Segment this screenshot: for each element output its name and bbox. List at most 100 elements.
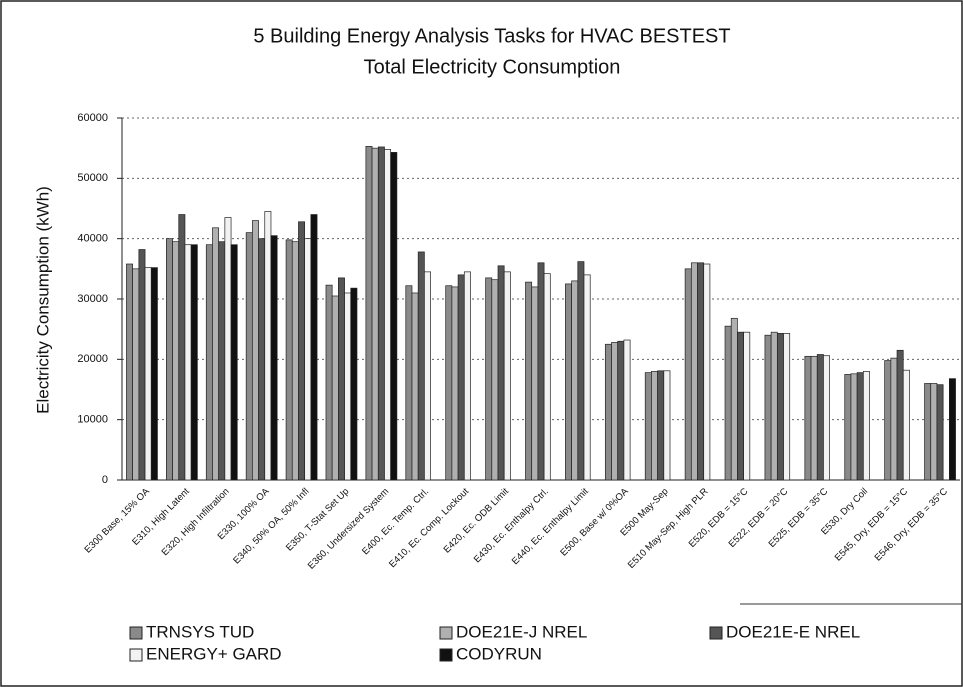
bar <box>823 355 830 481</box>
bar <box>218 241 226 481</box>
y-tick-label: 20000 <box>77 353 108 365</box>
bar <box>724 325 732 481</box>
bar <box>463 271 471 481</box>
y-tick-label: 60000 <box>77 112 108 124</box>
bar <box>285 239 293 481</box>
bar <box>310 214 318 481</box>
bar <box>644 372 652 481</box>
y-tick-label: 40000 <box>77 233 108 245</box>
legend-label: ENERGY+ GARD <box>146 644 282 663</box>
bar <box>371 147 379 481</box>
y-tick-label: 0 <box>102 474 108 486</box>
bar <box>804 355 812 481</box>
bar <box>150 267 158 481</box>
bar <box>212 227 220 481</box>
bar <box>304 238 312 481</box>
legend-swatch <box>129 626 143 640</box>
bar <box>770 331 778 481</box>
bar <box>890 357 898 481</box>
bar <box>684 268 692 481</box>
bar <box>525 281 533 481</box>
bar <box>862 371 870 481</box>
bar <box>776 333 784 481</box>
bar <box>384 149 392 481</box>
y-tick-label: 10000 <box>77 414 108 426</box>
bar <box>497 265 505 481</box>
bar <box>138 249 146 481</box>
bar <box>377 146 385 481</box>
bar <box>844 374 852 481</box>
legend-swatch <box>439 626 453 640</box>
bar <box>291 241 299 481</box>
bar <box>703 263 711 481</box>
bar <box>344 292 352 481</box>
bar <box>617 340 625 481</box>
bar <box>245 232 253 481</box>
bar <box>350 287 358 481</box>
bar <box>565 283 572 481</box>
bar <box>457 274 465 481</box>
bar <box>816 354 824 481</box>
bar <box>884 360 892 481</box>
bar <box>417 251 425 481</box>
bar <box>258 238 266 481</box>
bar <box>184 244 192 481</box>
legend-swatch <box>439 648 453 662</box>
bar <box>930 383 938 481</box>
bar <box>298 221 306 481</box>
bar <box>405 285 413 481</box>
bar <box>445 285 453 481</box>
bar <box>856 372 864 481</box>
bar <box>902 369 910 481</box>
bar <box>264 211 272 481</box>
bar <box>737 331 744 481</box>
legend-swatch <box>709 626 723 640</box>
bar <box>697 262 705 481</box>
bar <box>531 286 539 481</box>
bar <box>810 355 818 481</box>
legend-swatch <box>129 648 143 662</box>
legend-label: TRNSYS TUD <box>146 622 254 641</box>
bar <box>166 238 173 481</box>
y-tick-label: 30000 <box>77 293 108 305</box>
bar <box>604 343 612 481</box>
bar <box>651 371 658 481</box>
bar <box>577 261 585 481</box>
legend-label: DOE21E-J NREL <box>456 622 587 641</box>
bar <box>205 244 213 481</box>
bar <box>896 349 904 481</box>
bar <box>623 339 631 481</box>
bar <box>743 331 751 481</box>
bar <box>537 262 545 481</box>
bar <box>132 268 140 481</box>
bar <box>657 370 665 481</box>
bar <box>571 280 579 481</box>
bar <box>663 370 671 481</box>
bar <box>424 271 431 481</box>
bar <box>365 146 373 481</box>
bar <box>491 279 499 481</box>
bar <box>503 271 511 481</box>
bar <box>485 277 493 481</box>
bar <box>690 262 698 481</box>
bar <box>331 295 339 481</box>
legend-label: CODYRUN <box>456 644 542 663</box>
bar <box>783 333 791 481</box>
bar <box>270 235 278 481</box>
y-axis-label: Electricity Consumption (kWh) <box>33 186 52 414</box>
bar <box>850 373 858 481</box>
bar <box>325 284 333 481</box>
legend-label: DOE21E-E NREL <box>726 622 860 641</box>
bar <box>338 277 345 481</box>
bar <box>583 274 591 481</box>
chart-title: 5 Building Energy Analysis Tasks for HVA… <box>253 25 730 47</box>
bar <box>924 383 932 481</box>
bar <box>764 334 772 481</box>
bar <box>126 263 134 481</box>
bar <box>190 244 198 481</box>
bar <box>172 241 180 481</box>
bar <box>411 292 419 481</box>
bar <box>230 244 238 481</box>
bar <box>936 384 944 481</box>
